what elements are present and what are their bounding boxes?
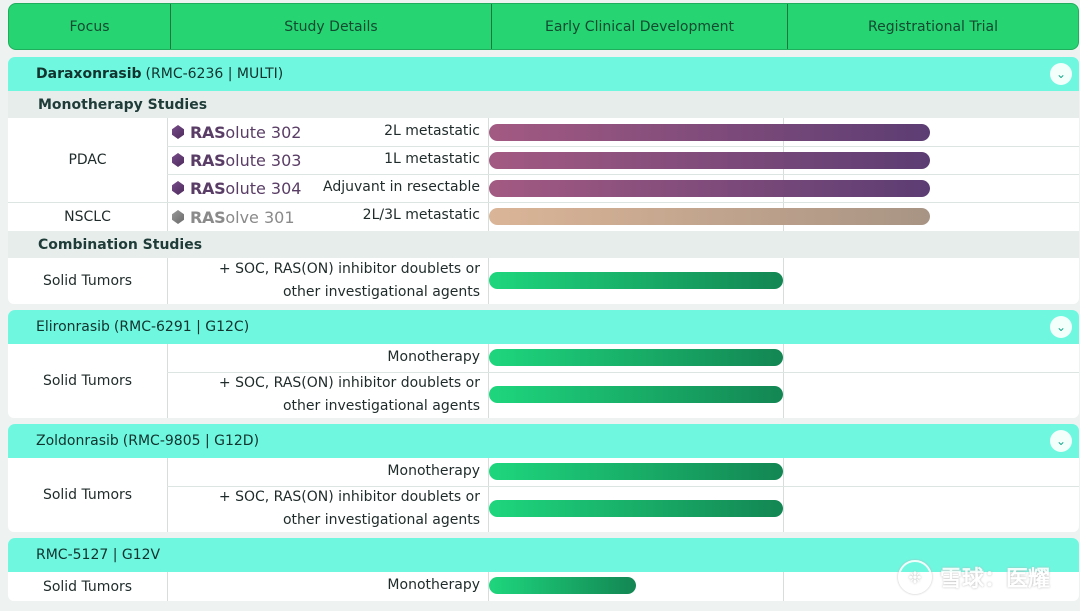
progress-bar	[489, 180, 930, 197]
drug-code: (RMC-6291 | G12C)	[113, 319, 250, 335]
snowball-logo-icon: ❉	[897, 560, 932, 594]
study-detail: 2L metastatic	[384, 123, 480, 139]
study-detail: Monotherapy	[387, 349, 480, 365]
progress-bar	[489, 208, 930, 225]
trial-brand: RAS olute 303	[172, 150, 301, 170]
progress-bar	[489, 500, 783, 517]
trial-brand: RAS olute 304	[172, 178, 301, 198]
combination-panel: Solid Tumors + SOC, RAS(ON) inhibitor do…	[8, 258, 1079, 304]
focus-solid-tumors: Solid Tumors	[42, 273, 133, 289]
progress-bar	[489, 386, 783, 403]
table-header: Focus Study Details Early Clinical Devel…	[8, 3, 1079, 50]
monotherapy-panel: PDAC NSCLC RAS olute 302 2L metastatic RA…	[8, 118, 1079, 231]
chevron-down-icon[interactable]: ⌄	[1050, 316, 1072, 338]
progress-bar	[489, 272, 783, 289]
hexagon-logo-icon	[172, 153, 184, 167]
drug-name: Zoldonrasib	[36, 433, 119, 449]
watermark: ❉ 雪球：医耀	[897, 560, 1050, 594]
trial-brand: RAS olute 302	[172, 122, 301, 142]
chevron-down-icon[interactable]: ⌄	[1050, 63, 1072, 85]
rmc-5127-panel: Solid Tumors Monotherapy	[8, 572, 1079, 601]
study-detail: Monotherapy	[387, 577, 480, 593]
study-detail: + SOC, RAS(ON) inhibitor doublets or oth…	[218, 375, 480, 414]
focus-nsclc: NSCLC	[64, 208, 111, 225]
hexagon-logo-icon	[172, 181, 184, 195]
subsection-title: Monotherapy Studies	[8, 91, 1079, 118]
chevron-down-icon[interactable]: ⌄	[1050, 430, 1072, 452]
drug-code: (RMC-6236 | MULTI)	[145, 66, 284, 82]
hexagon-logo-icon	[172, 210, 184, 224]
study-detail: 1L metastatic	[384, 151, 480, 167]
header-early-clinical: Early Clinical Development	[491, 4, 787, 49]
progress-bar	[489, 349, 783, 366]
study-detail: Monotherapy	[387, 463, 480, 479]
elironrasib-panel: Solid Tumors Monotherapy + SOC, RAS(ON) …	[8, 344, 1079, 418]
hexagon-logo-icon	[172, 125, 184, 139]
section-zoldonrasib[interactable]: Zoldonrasib (RMC-9805 | G12D) ⌄	[8, 424, 1079, 458]
progress-bar	[489, 124, 930, 141]
progress-bar	[489, 152, 930, 169]
header-focus: Focus	[69, 18, 110, 35]
drug-code: (RMC-9805 | G12D)	[122, 433, 260, 449]
section-elironrasib[interactable]: Elironrasib (RMC-6291 | G12C) ⌄	[8, 310, 1079, 344]
header-registrational: Registrational Trial	[787, 4, 1078, 49]
focus-solid-tumors: Solid Tumors	[42, 578, 133, 595]
progress-bar	[489, 577, 636, 594]
progress-bar	[489, 463, 783, 480]
study-detail: Adjuvant in resectable	[323, 179, 480, 195]
focus-solid-tumors: Solid Tumors	[42, 373, 133, 389]
drug-name: Elironrasib	[36, 319, 110, 335]
header-study-details: Study Details	[170, 4, 491, 49]
subsection-title: Combination Studies	[8, 231, 1079, 258]
section-daraxonrasib[interactable]: Daraxonrasib (RMC-6236 | MULTI) ⌄	[8, 57, 1079, 91]
trial-brand: RAS olve 301	[172, 207, 295, 227]
focus-solid-tumors: Solid Tumors	[42, 487, 133, 503]
zoldonrasib-panel: Solid Tumors Monotherapy + SOC, RAS(ON) …	[8, 458, 1079, 532]
study-detail: + SOC, RAS(ON) inhibitor doublets or oth…	[218, 489, 480, 528]
section-rmc-5127[interactable]: RMC-5127 | G12V	[8, 538, 1079, 572]
drug-name: RMC-5127 | G12V	[36, 547, 161, 563]
study-detail: + SOC, RAS(ON) inhibitor doublets or oth…	[218, 261, 480, 300]
focus-pdac: PDAC	[68, 152, 107, 168]
study-detail: 2L/3L metastatic	[362, 207, 480, 223]
drug-name: Daraxonrasib	[36, 66, 142, 82]
